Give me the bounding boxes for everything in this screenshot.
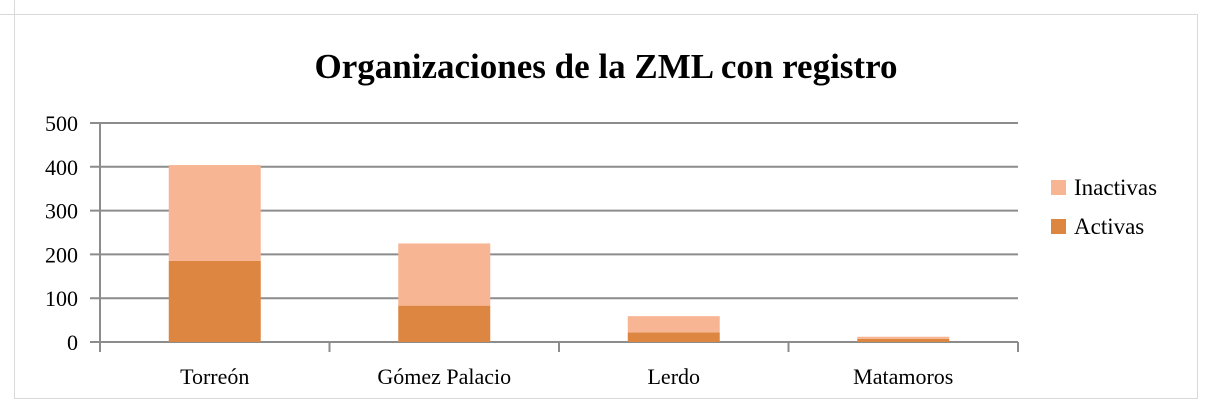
y-tick-label: 100 [45,286,78,311]
bars [168,165,950,342]
y-tick-label: 400 [45,155,78,180]
legend-label-activas: Activas [1074,214,1144,239]
corner-mark [14,0,15,14]
y-tick-label: 200 [45,242,78,267]
legend-label-inactivas: Inactivas [1074,175,1157,200]
x-tick-label: Torreón [180,364,249,389]
corner-mark [0,14,14,15]
chart-title: Organizaciones de la ZML con registro [315,47,898,86]
bar-inactivas [857,336,950,339]
bar-inactivas [168,165,261,261]
x-tick-label: Lerdo [647,364,700,389]
bar-activas [168,260,261,342]
legend-swatch-activas [1051,219,1066,234]
x-tick-label: Matamoros [853,364,953,389]
bar-inactivas [398,243,491,306]
legend-swatch-inactivas [1051,180,1066,195]
y-tick-label: 300 [45,199,78,224]
axes: 0 100 200 300 400 500 Torreón Gómez Palacio Lerd… [45,111,1019,389]
bar-activas [857,338,950,342]
bar-activas [398,305,491,342]
x-tick-label: Gómez Palacio [377,364,511,389]
bar-activas [627,332,720,342]
y-tick-label: 0 [67,330,78,355]
y-tick-label: 500 [45,111,78,136]
legend: Inactivas Activas [1051,175,1157,239]
bar-inactivas [627,316,720,333]
